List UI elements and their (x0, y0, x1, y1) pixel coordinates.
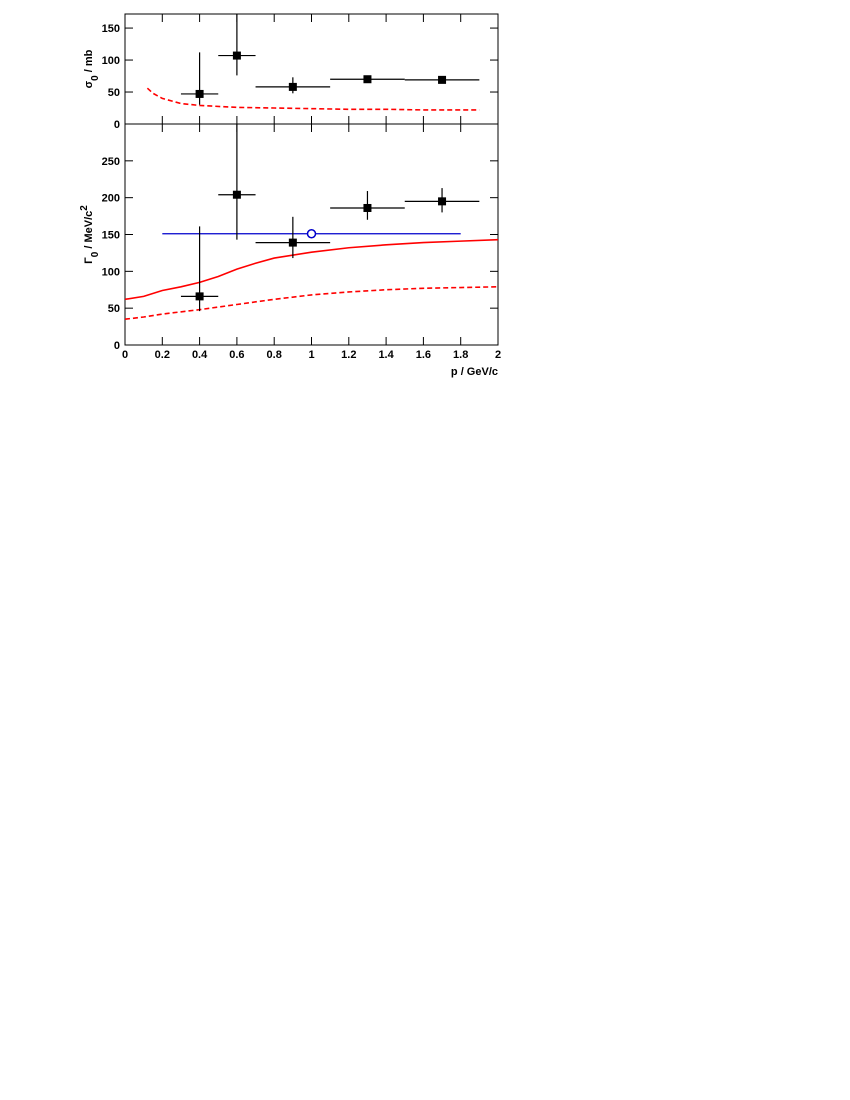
x-tick-label: 1.8 (453, 349, 468, 361)
y-tick-label: 150 (102, 23, 120, 35)
x-tick-label: 1.6 (416, 349, 431, 361)
marker (195, 292, 204, 301)
y-tick-label: 250 (102, 156, 120, 168)
marker (288, 238, 297, 247)
y-tick-label: 100 (102, 55, 120, 67)
y-tick-label: 0 (114, 119, 120, 131)
x-tick-label: 0.8 (267, 349, 282, 361)
y-axis-title-part: Γ (83, 257, 95, 264)
curve (125, 238, 498, 301)
curve (146, 87, 480, 111)
marker (195, 89, 204, 98)
marker (232, 51, 241, 60)
x-axis-title: p / GeV/c (451, 366, 498, 378)
marker (232, 190, 241, 199)
panel: 0 50 100 150 200 250 0 0.2 0.4 0.6 0.8 1 1.2 1.4 1.6 1.… (79, 123, 501, 378)
y-axis-title-part: / mb (83, 49, 95, 75)
y-axis-title: σ0 / mb (83, 49, 101, 88)
x-tick-label: 1.2 (341, 349, 356, 361)
y-tick-label: 0 (114, 340, 120, 352)
y-axis-title-part: σ (83, 80, 95, 88)
y-axis-title-part: 2 (79, 205, 90, 211)
y-axis-title-part: 0 (90, 251, 101, 257)
y-axis-title: Γ0 / MeV/c2 (79, 205, 101, 264)
plot-frame (124, 13, 499, 125)
marker (306, 229, 317, 239)
y-axis-title-part: / MeV/c (83, 211, 95, 252)
y-tick-label: 50 (108, 87, 120, 99)
curve (125, 286, 498, 321)
marker (363, 75, 372, 84)
marker (438, 197, 447, 206)
marker (363, 203, 372, 212)
marker (438, 75, 447, 84)
y-tick-label: 50 (108, 303, 120, 315)
x-tick-label: 0.2 (155, 349, 170, 361)
plot-area (146, 14, 480, 111)
x-tick-label: 1.4 (378, 349, 394, 361)
x-tick-label: 0.4 (192, 349, 208, 361)
y-tick-label: 150 (102, 230, 120, 242)
plot-area (125, 124, 498, 321)
x-tick-label: 1 (308, 349, 314, 361)
y-tick-label: 200 (102, 193, 120, 205)
marker (288, 82, 297, 91)
x-tick-label: 2 (495, 349, 501, 361)
y-axis-title-part: 0 (90, 75, 101, 81)
x-tick-label: 0 (122, 349, 128, 361)
y-tick-label: 100 (102, 266, 120, 278)
x-tick-label: 0.6 (229, 349, 244, 361)
